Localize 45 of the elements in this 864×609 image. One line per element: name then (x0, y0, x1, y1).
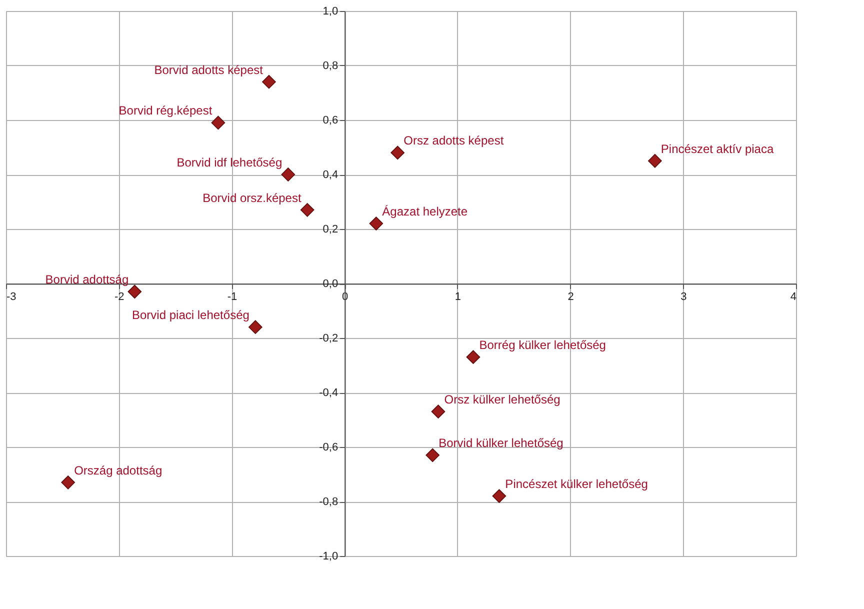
annotation: Borvid orsz.képest (202, 190, 302, 205)
y-tick-label: 0,2 (322, 224, 338, 236)
point (466, 350, 480, 364)
x-tick-label: 1 (454, 291, 461, 303)
x-tick-label: -1 (227, 291, 238, 303)
point (426, 448, 440, 462)
annotation: Pincészet aktív piaca (660, 142, 774, 156)
point (390, 146, 405, 160)
annotation: Orsz adotts képest (404, 134, 504, 148)
point (300, 203, 314, 217)
x-tick-label: 2 (568, 291, 574, 303)
point (281, 168, 296, 182)
y-tick-label: -1,0 (319, 550, 338, 562)
annotation: Ágazat helyzete (382, 204, 468, 219)
point (262, 74, 276, 89)
y-tick-label: -0,6 (319, 442, 338, 454)
y-tick-label: -0,2 (319, 332, 338, 344)
point (248, 320, 262, 334)
annotation: Borvid rég.képest (118, 104, 213, 118)
point (128, 284, 142, 299)
x-tick-label: 4 (790, 291, 796, 303)
annotation: Borvid piaci lehetőség (132, 308, 250, 322)
annotation: Borrég külker lehetőség (479, 338, 606, 352)
point (211, 116, 226, 130)
y-tick-label: 0,6 (322, 114, 338, 126)
x-tick-label: -2 (114, 291, 124, 303)
annotation: Borvid idf lehetőség (176, 156, 282, 170)
annotation: Orsz külker lehetőség (444, 392, 560, 407)
point (492, 489, 506, 503)
x-tick-label: -3 (6, 291, 16, 303)
annotation: Borvid adotts képest (154, 62, 264, 77)
point (369, 216, 384, 230)
annotation: Borvid adottság (45, 272, 129, 287)
y-tick-label: -0,4 (319, 387, 338, 399)
point (61, 476, 75, 490)
y-tick-label: 0,8 (322, 60, 338, 72)
annotation: Borvid külker lehetőség (438, 436, 564, 450)
y-tick-label: 1,0 (322, 6, 338, 18)
y-tick-label: -0,8 (319, 496, 338, 508)
annotation: Pincészet külker lehetőség (505, 477, 648, 492)
point (431, 404, 446, 418)
x-tick-label: 3 (680, 291, 687, 303)
y-tick-label: 0,4 (322, 169, 338, 181)
point (648, 154, 662, 168)
annotation: Ország adottság (74, 463, 162, 478)
